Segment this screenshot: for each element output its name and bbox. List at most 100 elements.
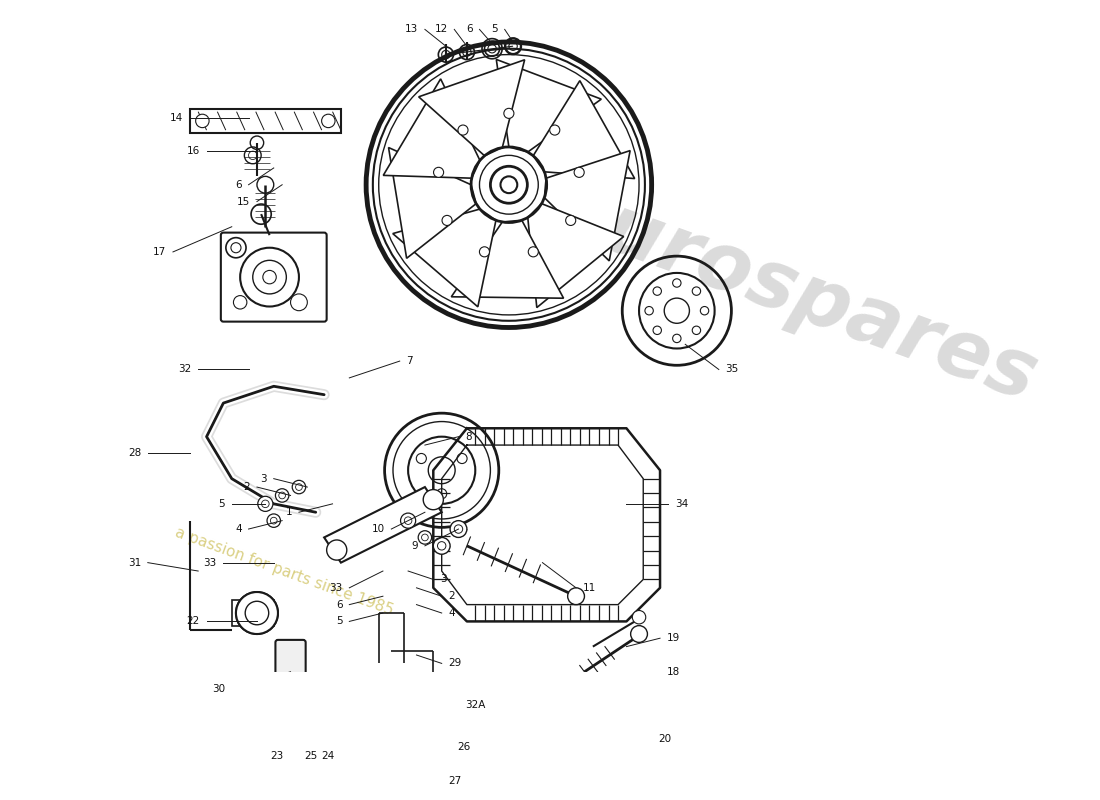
FancyBboxPatch shape (275, 640, 306, 704)
Circle shape (630, 626, 648, 642)
Text: 7: 7 (406, 356, 414, 366)
Text: 3: 3 (440, 574, 447, 585)
Circle shape (645, 306, 653, 315)
Circle shape (324, 722, 341, 739)
Text: 13: 13 (405, 24, 418, 34)
Circle shape (437, 489, 447, 499)
Circle shape (550, 125, 560, 135)
Text: eurospares: eurospares (542, 170, 1047, 418)
Text: 25: 25 (305, 750, 318, 761)
Text: 6: 6 (336, 600, 342, 610)
Text: 30: 30 (212, 683, 226, 694)
Circle shape (418, 682, 449, 712)
Circle shape (267, 514, 280, 527)
Text: 11: 11 (583, 583, 596, 593)
Polygon shape (534, 81, 635, 178)
Circle shape (632, 610, 646, 624)
Circle shape (672, 278, 681, 287)
Text: 4: 4 (235, 524, 242, 534)
Polygon shape (419, 60, 525, 156)
Text: 32A: 32A (465, 700, 485, 710)
Text: 8: 8 (465, 432, 472, 442)
Text: 33: 33 (204, 558, 217, 568)
Circle shape (350, 723, 365, 738)
Circle shape (450, 521, 466, 538)
Text: 20: 20 (659, 734, 671, 744)
Text: 35: 35 (726, 365, 739, 374)
Circle shape (275, 489, 289, 502)
Text: 2: 2 (243, 482, 250, 492)
Text: 6: 6 (235, 180, 242, 190)
Text: 29: 29 (449, 658, 462, 669)
Circle shape (290, 294, 307, 310)
Circle shape (400, 513, 416, 528)
Circle shape (480, 246, 490, 257)
Polygon shape (544, 150, 630, 261)
Bar (190, 109, 341, 133)
Text: 26: 26 (456, 742, 470, 752)
Circle shape (257, 496, 273, 511)
Circle shape (236, 592, 278, 634)
Text: 16: 16 (187, 146, 200, 156)
Circle shape (367, 724, 382, 738)
Circle shape (692, 326, 701, 334)
Circle shape (373, 771, 410, 800)
Text: 6: 6 (466, 24, 473, 34)
Polygon shape (324, 487, 442, 562)
Circle shape (433, 167, 443, 178)
Circle shape (653, 287, 661, 295)
Circle shape (236, 592, 278, 634)
Text: 28: 28 (128, 449, 141, 458)
Text: 5: 5 (219, 499, 225, 509)
Circle shape (327, 540, 346, 560)
Text: 33: 33 (329, 583, 342, 593)
Text: 31: 31 (128, 558, 141, 568)
Circle shape (226, 238, 246, 258)
Circle shape (504, 108, 514, 118)
Text: 22: 22 (187, 617, 200, 626)
Circle shape (398, 712, 418, 732)
Text: 9: 9 (411, 541, 418, 551)
Text: a passion for parts since 1985: a passion for parts since 1985 (173, 525, 395, 618)
Text: 5: 5 (336, 617, 342, 626)
Text: 17: 17 (153, 247, 166, 257)
Circle shape (240, 248, 299, 306)
Polygon shape (528, 204, 624, 307)
Text: 34: 34 (675, 499, 689, 509)
Text: 5: 5 (492, 24, 498, 34)
Circle shape (568, 588, 584, 605)
Circle shape (692, 287, 701, 295)
Circle shape (233, 295, 246, 309)
Text: 18: 18 (667, 666, 680, 677)
Circle shape (424, 490, 443, 510)
Circle shape (416, 454, 427, 463)
Text: 24: 24 (321, 750, 334, 761)
Circle shape (433, 538, 450, 554)
Text: 10: 10 (372, 524, 385, 534)
Circle shape (574, 167, 584, 178)
Text: 23: 23 (271, 750, 284, 761)
Text: 4: 4 (449, 608, 455, 618)
Text: 15: 15 (236, 197, 250, 206)
Circle shape (672, 334, 681, 342)
Polygon shape (451, 220, 563, 298)
Circle shape (458, 125, 468, 135)
Circle shape (653, 326, 661, 334)
Text: 2: 2 (449, 591, 455, 602)
Text: 3: 3 (261, 474, 267, 484)
Circle shape (418, 530, 431, 544)
Polygon shape (496, 59, 602, 152)
Circle shape (701, 306, 708, 315)
FancyBboxPatch shape (221, 233, 327, 322)
Text: 32: 32 (178, 365, 191, 374)
Circle shape (263, 270, 276, 284)
Polygon shape (393, 209, 496, 307)
Text: 19: 19 (667, 634, 680, 643)
Text: 12: 12 (434, 24, 448, 34)
Circle shape (321, 114, 336, 128)
Circle shape (565, 215, 575, 226)
Text: 1: 1 (286, 507, 293, 518)
Text: 27: 27 (449, 776, 462, 786)
Circle shape (196, 114, 209, 128)
Circle shape (442, 215, 452, 226)
